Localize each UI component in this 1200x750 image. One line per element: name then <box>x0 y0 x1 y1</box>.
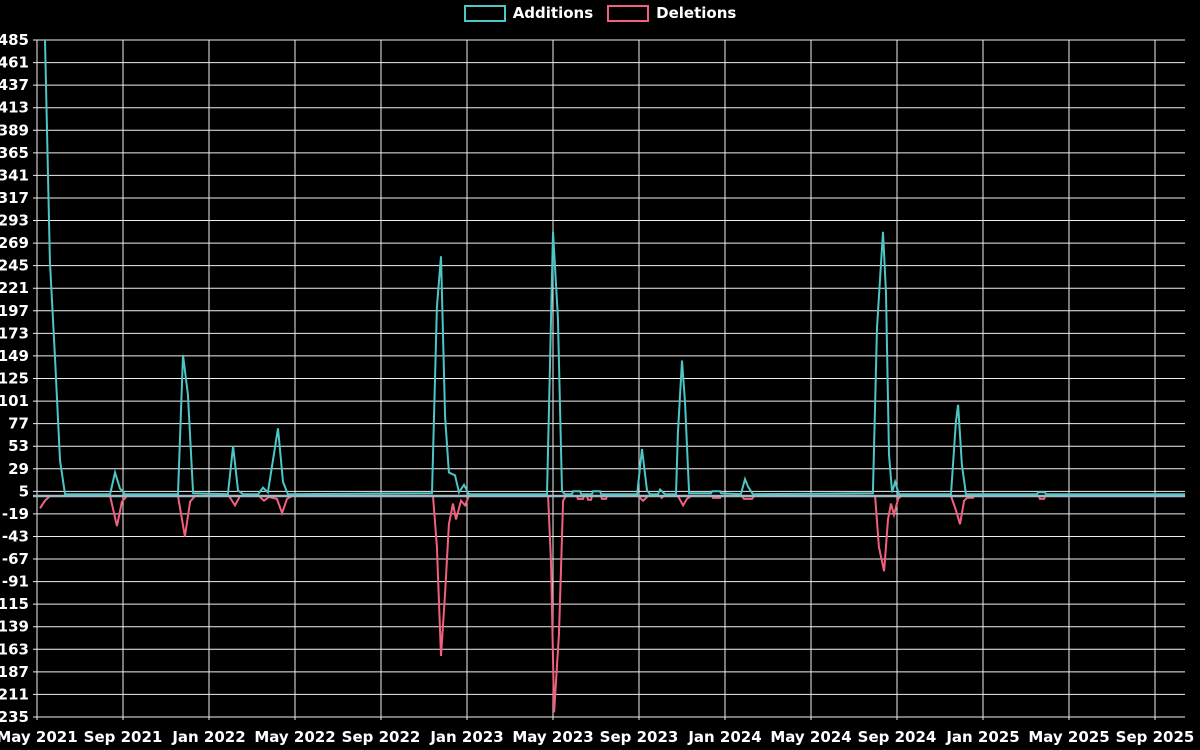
additions-line <box>44 39 1186 496</box>
y-tick-label: 461 <box>0 54 29 72</box>
y-tick-label: -43 <box>2 527 29 545</box>
y-tick-label: 341 <box>0 166 29 184</box>
y-tick-label: 269 <box>0 234 29 252</box>
y-tick-label: -67 <box>2 550 29 568</box>
y-tick-label: 5 <box>19 482 29 500</box>
legend-item-additions: Additions <box>463 4 594 22</box>
x-tick-label: Jan 2023 <box>429 728 503 746</box>
x-tick-label: May 2024 <box>770 728 851 746</box>
y-tick-label: 149 <box>0 347 29 365</box>
y-tick-label: 365 <box>0 144 29 162</box>
x-tick-label: May 2023 <box>512 728 593 746</box>
y-tick-label: 485 <box>0 31 29 49</box>
y-tick-label: -211 <box>0 685 29 703</box>
x-tick-label: May 2022 <box>254 728 335 746</box>
y-tick-label: 125 <box>0 370 29 388</box>
y-tick-label: -91 <box>2 573 29 591</box>
legend-item-deletions: Deletions <box>607 5 736 22</box>
x-tick-label: May 2021 <box>0 728 78 746</box>
y-tick-label: -139 <box>0 618 29 636</box>
y-tick-label: 173 <box>0 324 29 342</box>
y-tick-label: -19 <box>2 505 29 523</box>
y-tick-label: 437 <box>0 76 29 94</box>
x-tick-label: Jan 2025 <box>945 728 1019 746</box>
x-tick-label: Sep 2025 <box>1116 728 1195 746</box>
y-tick-label: 293 <box>0 212 29 230</box>
additions-swatch-icon <box>463 5 506 22</box>
y-tick-label: 221 <box>0 279 29 297</box>
y-tick-label: -235 <box>0 708 29 726</box>
x-tick-label: Jan 2024 <box>687 728 761 746</box>
y-tick-label: 29 <box>8 460 29 478</box>
y-tick-label: 245 <box>0 257 29 275</box>
legend-label-deletions: Deletions <box>656 4 737 22</box>
legend-label-additions: Additions <box>512 4 594 22</box>
y-tick-label: 317 <box>0 189 29 207</box>
y-tick-label: -187 <box>0 663 29 681</box>
x-tick-label: Sep 2023 <box>600 728 679 746</box>
x-tick-label: Sep 2024 <box>858 728 937 746</box>
y-tick-label: 53 <box>8 437 29 455</box>
y-tick-label: 101 <box>0 392 29 410</box>
y-tick-label: -163 <box>0 640 29 658</box>
y-tick-label: 389 <box>0 121 29 139</box>
x-tick-label: Sep 2021 <box>84 728 163 746</box>
deletions-swatch-icon <box>607 5 650 22</box>
y-tick-label: 197 <box>0 302 29 320</box>
y-tick-label: 77 <box>8 415 29 433</box>
x-tick-label: May 2025 <box>1028 728 1109 746</box>
x-tick-label: Sep 2022 <box>342 728 421 746</box>
x-tick-label: Jan 2022 <box>171 728 245 746</box>
y-tick-label: -115 <box>0 595 29 613</box>
deletions-line <box>39 495 1186 713</box>
chart-legend: Additions Deletions <box>0 5 1200 22</box>
y-tick-label: 413 <box>0 99 29 117</box>
